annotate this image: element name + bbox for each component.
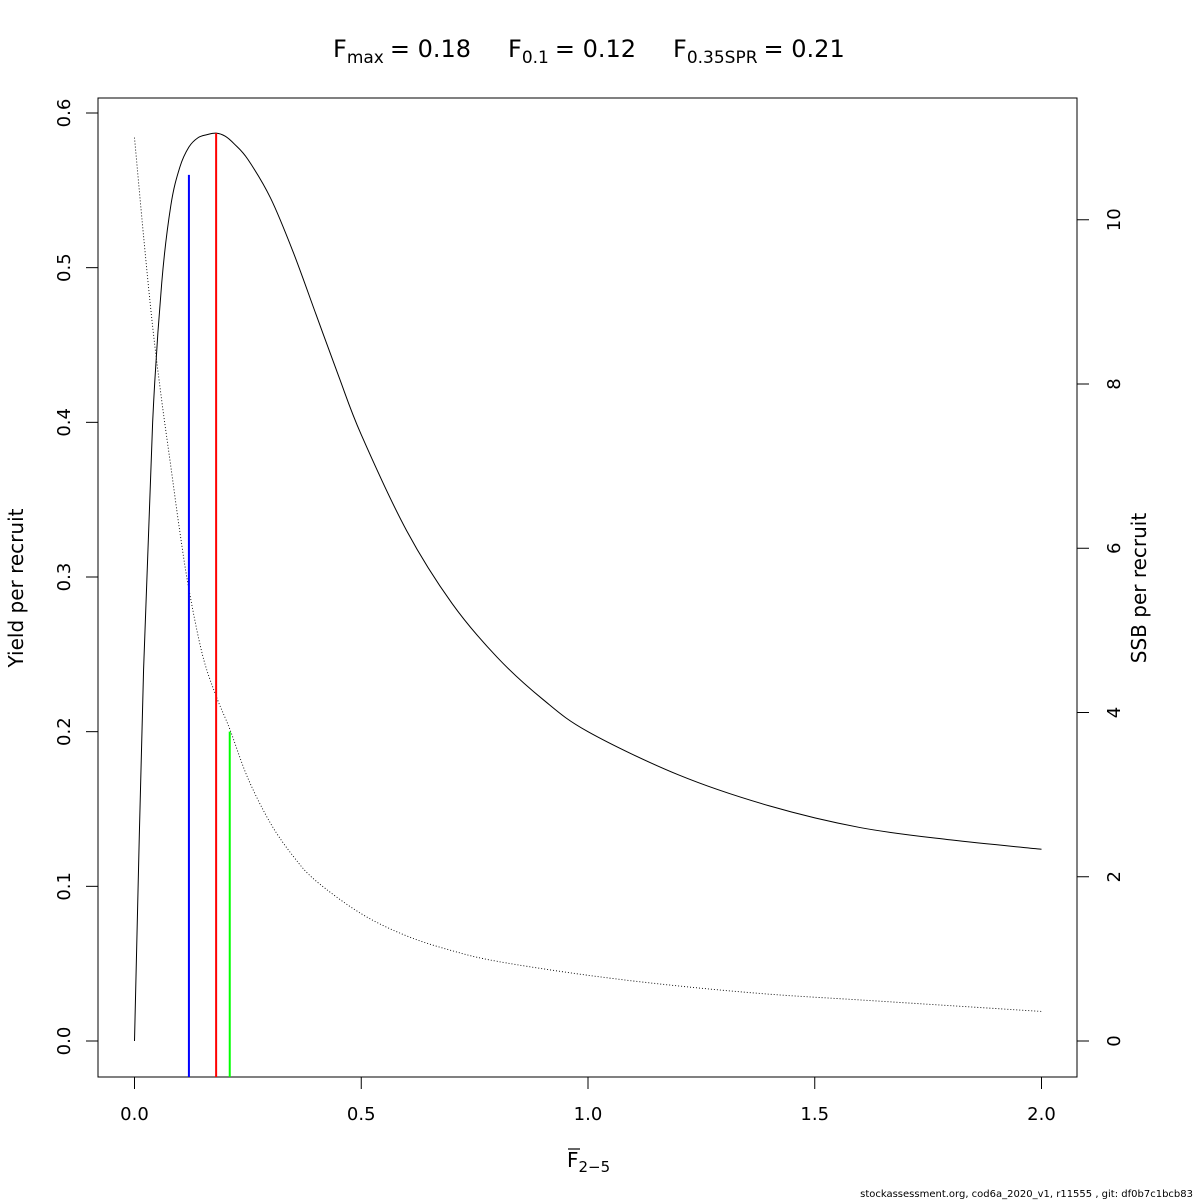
svg-text:F2−5: F2−5	[567, 1148, 610, 1176]
y-left-tick-label: 0.1	[54, 872, 75, 901]
svg-text:F0.1= 0.12: F0.1 = 0.12	[508, 35, 636, 68]
x-axis-title: F2−5	[567, 1148, 610, 1176]
svg-text:F0.35SPR= 0.21: F0.35SPR = 0.21	[673, 35, 845, 68]
y-right-tick-label: 6	[1104, 543, 1125, 554]
x-axis: 0.0 0.5 1.0 1.5 2.0	[120, 1076, 1056, 1125]
y-axis-left: 0.0 0.1 0.2 0.3 0.4 0.5 0.6	[54, 99, 99, 1056]
x-tick-label: 0.0	[120, 1104, 149, 1125]
ssb-per-recruit-line	[134, 137, 1042, 1012]
title-f01-value: = 0.12	[555, 35, 636, 63]
y-axis-right: 0 2 4 6 8 10	[1076, 208, 1125, 1047]
x-tick-label: 1.0	[574, 1104, 603, 1125]
y-right-tick-label: 10	[1104, 208, 1125, 231]
svg-text:Fmax= 0.18: Fmax = 0.18	[333, 35, 471, 68]
series-layer	[134, 132, 1042, 1042]
footer-source: stockassessment.org, cod6a_2020_v1, r115…	[860, 1189, 1193, 1200]
y-left-tick-label: 0.3	[54, 563, 75, 592]
y-left-tick-label: 0.2	[54, 717, 75, 746]
title-fspr-value: = 0.21	[764, 35, 845, 63]
title-fspr-sub: 0.35SPR	[687, 48, 758, 68]
plot-frame	[97, 97, 1078, 1078]
y-left-tick-label: 0.0	[54, 1027, 75, 1056]
x-axis-title-sub: 2−5	[579, 1158, 611, 1176]
title-fspr-base: F	[673, 35, 687, 63]
x-axis-title-base: F	[567, 1148, 579, 1172]
y-left-tick-label: 0.5	[54, 253, 75, 282]
y-right-tick-label: 8	[1104, 378, 1125, 389]
chart-title: Fmax = 0.18 F0.1 = 0.12 F0.35SPR = 0.21	[333, 35, 845, 68]
y-right-tick-label: 0	[1104, 1035, 1125, 1046]
title-fmax-base: F	[333, 35, 347, 63]
y-axis-left-title: Yield per recruit	[4, 508, 28, 668]
x-tick-label: 2.0	[1027, 1104, 1056, 1125]
reference-lines	[187, 133, 231, 1077]
x-tick-label: 0.5	[347, 1104, 376, 1125]
title-fmax-sub: max	[347, 48, 384, 68]
y-axis-right-title: SSB per recruit	[1127, 513, 1151, 664]
title-f01-base: F	[508, 35, 522, 63]
y-right-tick-label: 4	[1104, 707, 1125, 718]
x-tick-label: 1.5	[800, 1104, 829, 1125]
title-fmax-value: = 0.18	[390, 35, 471, 63]
yield-per-recruit-line	[134, 132, 1042, 1042]
title-f01-sub: 0.1	[522, 48, 549, 68]
y-left-tick-label: 0.4	[54, 408, 75, 437]
y-right-tick-label: 2	[1104, 871, 1125, 882]
y-left-tick-label: 0.6	[54, 99, 75, 128]
